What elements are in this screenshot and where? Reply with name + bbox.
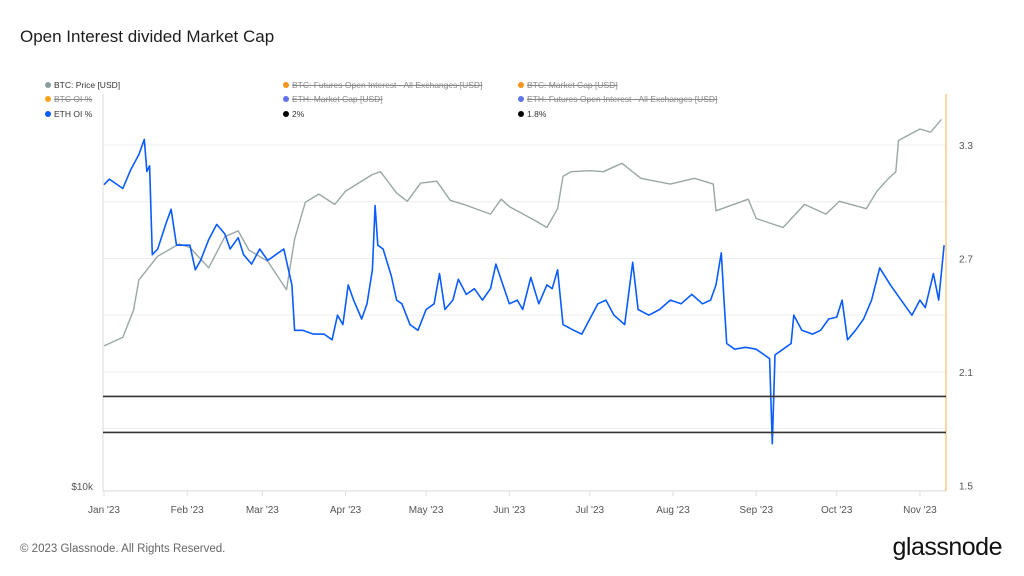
legend-dot-icon <box>518 82 524 88</box>
btc-price-line <box>103 118 942 347</box>
legend-label: ETH: Futures Open Interest - All Exchang… <box>527 94 718 104</box>
x-tick-label: Jun '23 <box>493 505 525 516</box>
y-right-tick-label: 2.1 <box>959 368 973 379</box>
x-tick-label: Feb '23 <box>171 505 204 516</box>
legend-label: 1.8% <box>527 109 547 119</box>
x-tick-label: Aug '23 <box>656 505 690 516</box>
legend-item[interactable]: ETH: Market Cap [USD] <box>283 94 383 104</box>
legend-label: ETH: Market Cap [USD] <box>292 94 383 104</box>
legend-label: BTC: Market Cap [USD] <box>527 80 618 90</box>
legend-dot-icon <box>518 96 524 102</box>
legend-item[interactable]: BTC: Futures Open Interest - All Exchang… <box>283 80 482 90</box>
y-left-tick-label: $10k <box>71 482 94 493</box>
legend-dot-icon <box>283 96 289 102</box>
glassnode-logo: glassnode <box>892 533 1003 561</box>
y-right-tick-label: 3.3 <box>959 141 973 152</box>
legend-item[interactable]: ETH OI % <box>45 109 92 119</box>
legend-item[interactable]: BTC: Market Cap [USD] <box>518 80 618 90</box>
legend-dot-icon <box>45 111 51 117</box>
y-right-tick-label: 1.5 <box>959 481 973 492</box>
legend-dot-icon <box>283 111 289 117</box>
legend-label: BTC: Futures Open Interest - All Exchang… <box>292 80 483 90</box>
legend-dot-icon <box>283 82 289 88</box>
legend-label: 2% <box>292 109 305 119</box>
x-tick-label: Jul '23 <box>576 505 605 516</box>
legend-dot-icon <box>45 96 51 102</box>
x-tick-label: May '23 <box>409 505 444 516</box>
x-tick-label: Sep '23 <box>739 505 773 516</box>
x-tick-label: Apr '23 <box>330 505 362 516</box>
legend-dot-icon <box>45 82 51 88</box>
x-tick-label: Mar '23 <box>246 505 279 516</box>
legend-item[interactable]: 1.8% <box>518 109 546 119</box>
y-right-tick-label: 2.7 <box>959 254 973 265</box>
x-tick-label: Oct '23 <box>821 505 853 516</box>
legend-item[interactable]: ETH: Futures Open Interest - All Exchang… <box>518 94 717 104</box>
legend-label: BTC OI % <box>54 94 93 104</box>
legend-label: BTC: Price [USD] <box>54 80 121 90</box>
legend-item[interactable]: 2% <box>283 109 304 119</box>
eth-oi-pct-line <box>103 138 945 445</box>
legend-item[interactable]: BTC: Price [USD] <box>45 80 120 90</box>
x-tick-label: Jan '23 <box>88 505 120 516</box>
legend-label: ETH OI % <box>54 109 93 119</box>
legend-dot-icon <box>518 111 524 117</box>
x-tick-label: Nov '23 <box>903 505 937 516</box>
legend-item[interactable]: BTC OI % <box>45 94 92 104</box>
chart-title: Open Interest divided Market Cap <box>20 27 275 46</box>
copyright-footer: © 2023 Glassnode. All Rights Reserved. <box>20 543 226 555</box>
